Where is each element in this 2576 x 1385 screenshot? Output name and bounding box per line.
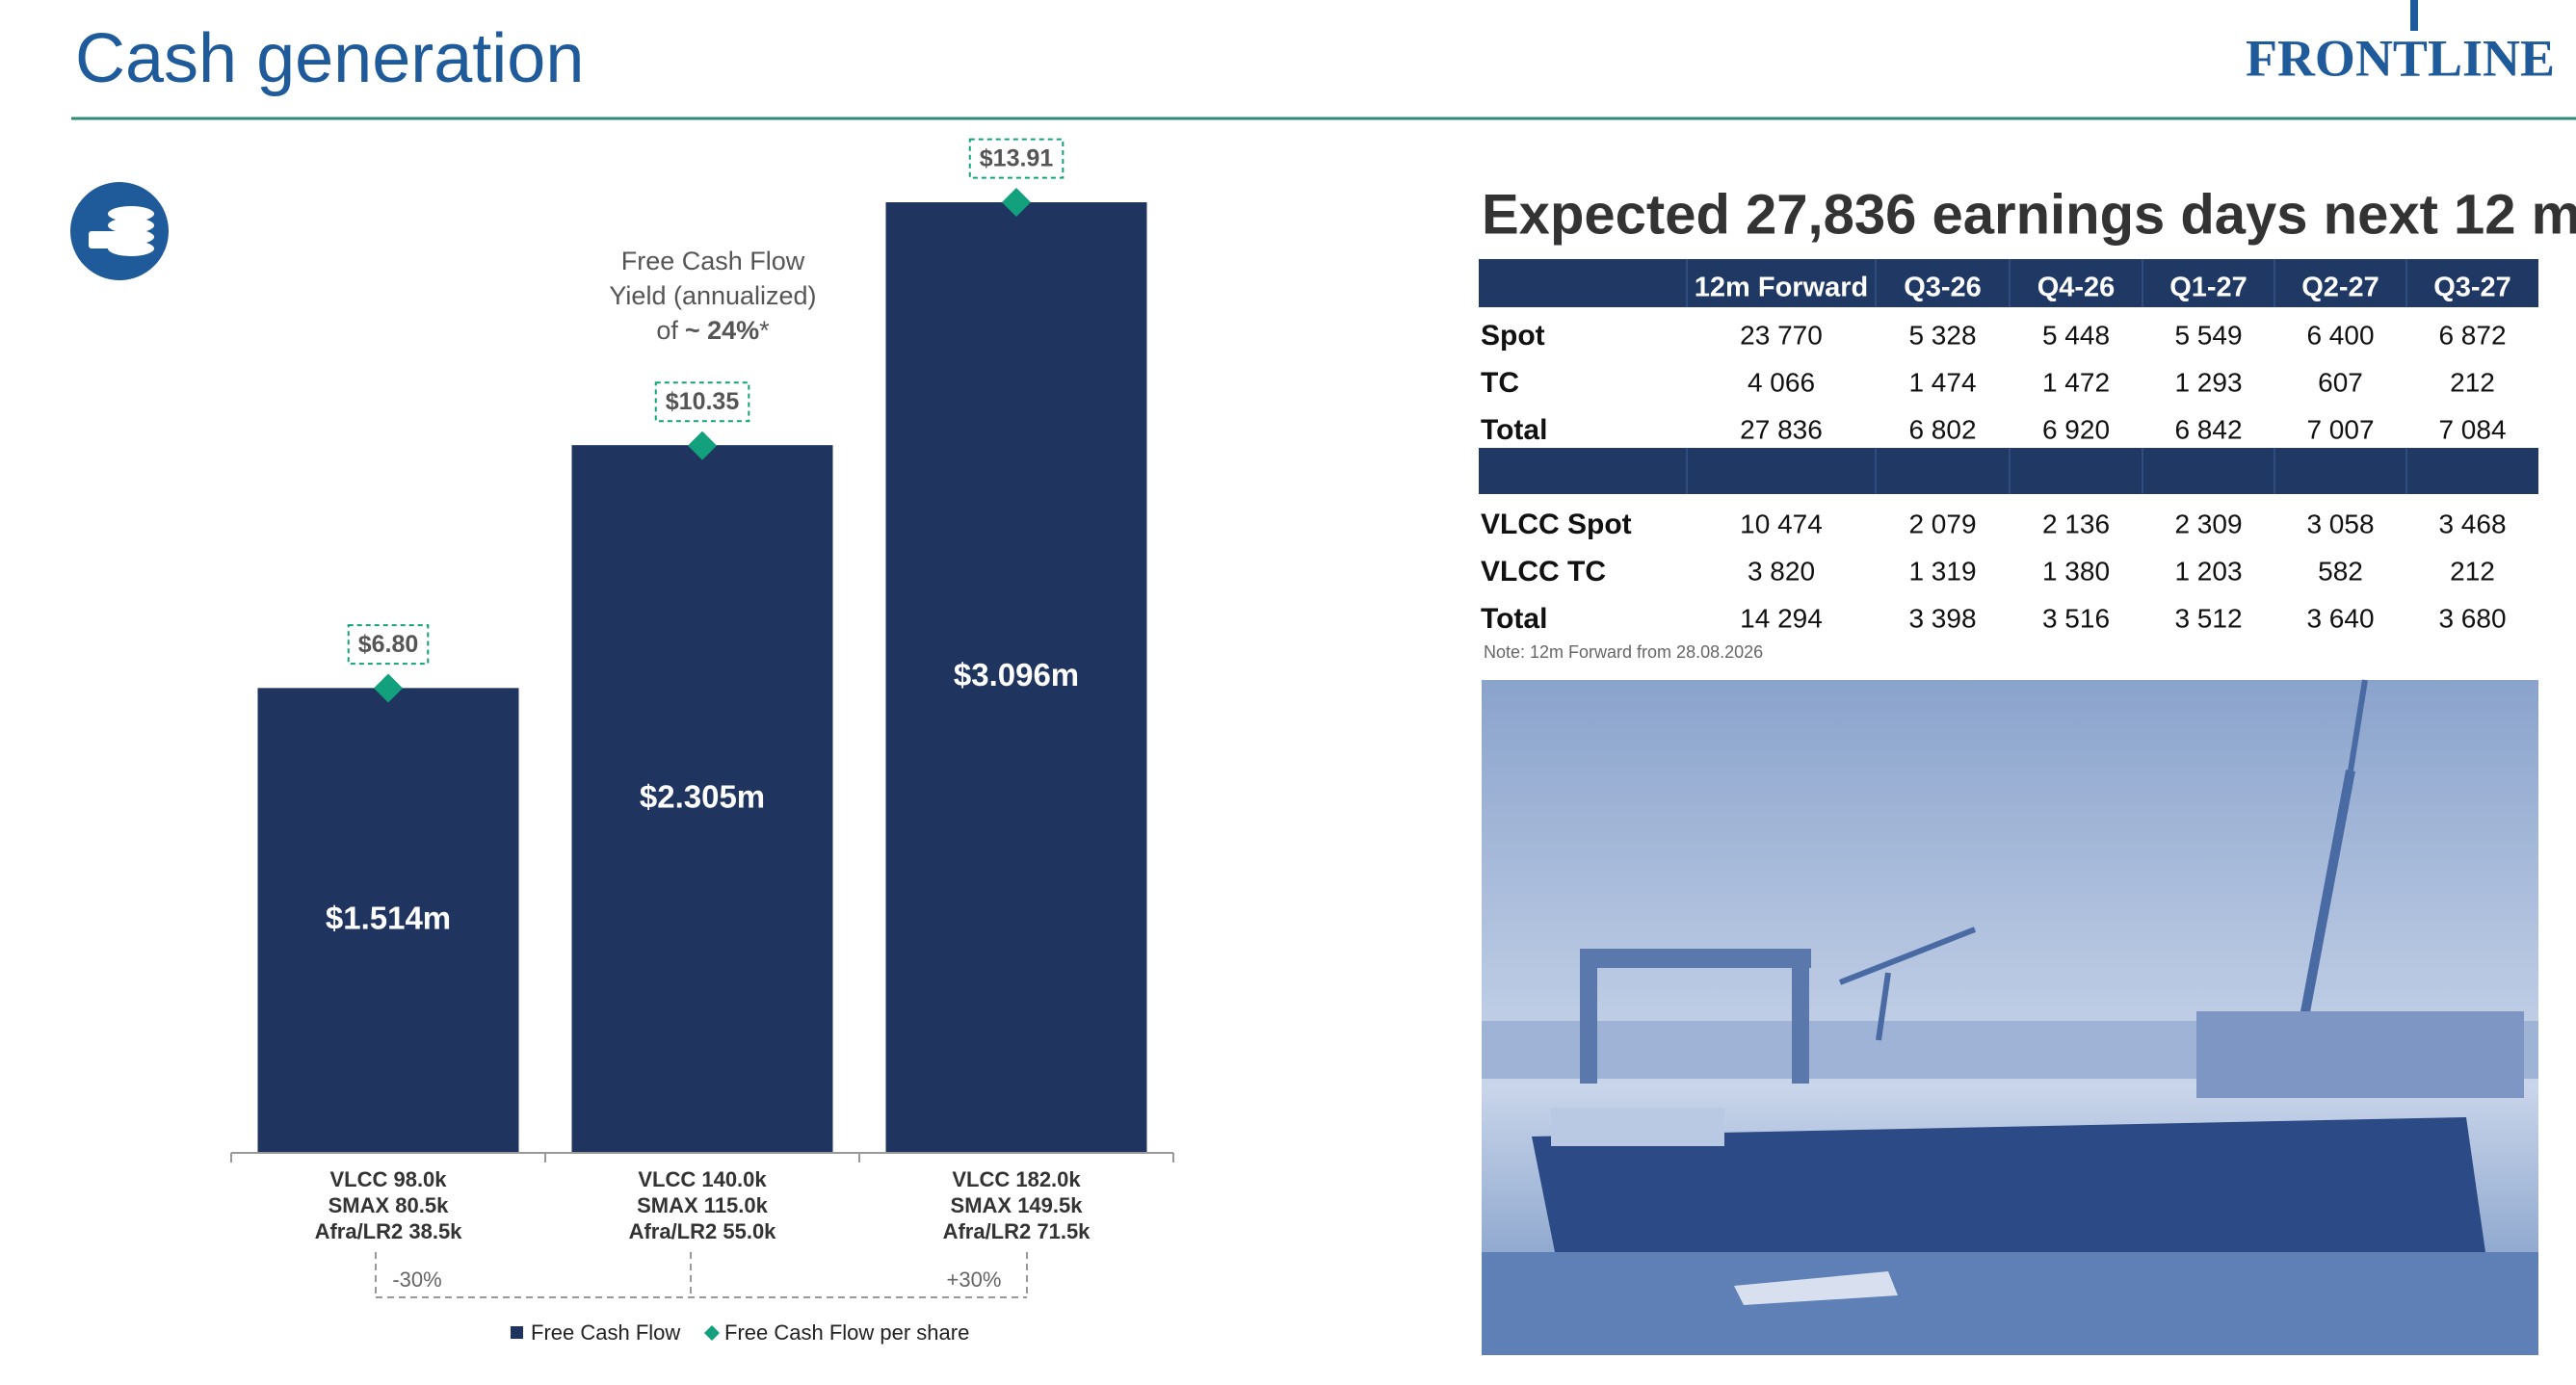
table-cell: 5 328 [1908,320,1976,350]
table-cell: 3 058 [2306,509,2374,538]
table-cell: 3 516 [2042,603,2110,633]
table-cell: 7 007 [2306,414,2374,444]
table-cell: 4 066 [1748,367,1815,397]
table-cell: 3 680 [2438,603,2506,633]
table-cell: 1 293 [2174,367,2242,397]
table-cell: 2 079 [1908,509,1976,538]
change-label: -30% [392,1267,441,1292]
table-cell: 3 640 [2306,603,2374,633]
table-cell: 7 084 [2438,414,2506,444]
table-note: Note: 12m Forward from 28.08.2026 [1484,642,1763,662]
bar-value-label: $3.096m [954,657,1079,692]
bar [257,688,519,1153]
table-cell: 6 842 [2174,414,2242,444]
table-cell: 6 802 [1908,414,1976,444]
table-column-header: Q2-27 [2301,273,2379,303]
yield-note-part: * [759,316,770,345]
table-cell: 3 468 [2438,509,2506,538]
table-cell: 1 472 [2042,367,2110,397]
legend-label: Free Cash Flow [531,1320,680,1345]
yield-note-part: of [656,316,678,345]
table-cell: 212 [2450,367,2495,397]
per-share-label-box [654,381,750,423]
yield-note-part: ~ 24% [685,316,759,345]
table-row-label: Total [1481,603,1547,635]
table-column-header: Q4-26 [2037,273,2116,303]
table-row-label: Spot [1481,320,1545,352]
logo-mark [2410,0,2418,31]
table-column-header: 12m Forward [1695,273,1869,303]
legend-swatch [704,1325,720,1341]
table-cell: 5 448 [2042,320,2110,350]
bar [571,445,833,1154]
table-cell: 6 920 [2042,414,2110,444]
table-row-label: VLCC Spot [1481,509,1632,540]
x-tick-label: VLCC 98.0k [329,1167,447,1191]
legend-swatch [511,1326,523,1339]
per-share-label: $10.35 [666,388,740,415]
table-cell: 3 512 [2174,603,2242,633]
per-share-label-box [968,138,1065,179]
table-cell: 3 398 [1908,603,1976,633]
per-share-label: $6.80 [358,631,419,658]
table-cell: 6 872 [2438,320,2506,350]
per-share-marker [1002,188,1031,217]
yield-note: of ~ 24%* [656,316,770,345]
coins-icon [70,182,169,280]
legend-label: Free Cash Flow per share [724,1320,969,1345]
table-column-header: Q1-27 [2169,273,2247,303]
table-cell: 10 474 [1740,509,1823,538]
table-title: Expected 27,836 earnings days next 12 mo… [1482,183,2576,246]
x-tick-label: VLCC 182.0k [952,1167,1081,1191]
table-cell: 6 400 [2306,320,2374,350]
per-share-marker [374,673,403,703]
x-tick-label: SMAX 115.0k [637,1193,769,1217]
table-cell: 14 294 [1740,603,1823,633]
table-cell: 2 309 [2174,509,2242,538]
ship-photo [1482,679,2538,1355]
table-cell: 2 136 [2042,509,2110,538]
x-tick-label: Afra/LR2 38.5k [315,1219,463,1243]
x-tick-label: SMAX 80.5k [329,1193,449,1217]
table-row-label: TC [1481,367,1519,399]
x-tick-label: Afra/LR2 55.0k [629,1219,777,1243]
per-share-label-box [347,624,430,666]
table-cell: 3 820 [1748,556,1815,586]
table-cell: 1 474 [1908,367,1976,397]
table-cell: 1 203 [2174,556,2242,586]
table-cell: 1 380 [2042,556,2110,586]
table-cell: 23 770 [1740,320,1823,350]
slide-title: Cash generation [75,20,584,97]
x-tick-label: Afra/LR2 71.5k [943,1219,1091,1243]
table-cell: 5 549 [2174,320,2242,350]
x-tick-label: VLCC 140.0k [638,1167,767,1191]
change-label: +30% [947,1267,1002,1292]
table-column-header: Q3-27 [2433,273,2511,303]
table-row-label: Total [1481,414,1547,446]
yield-note: Free Cash Flow [621,247,805,275]
logo: FRONTLINE [2246,29,2555,87]
per-share-label: $13.91 [980,145,1054,172]
bar-value-label: $1.514m [326,900,451,935]
table-cell: 27 836 [1740,414,1823,444]
table-cell: 212 [2450,556,2495,586]
x-tick-label: SMAX 149.5k [951,1193,1084,1217]
bar [885,202,1147,1153]
table-cell: 582 [2318,556,2363,586]
per-share-marker [688,431,717,460]
table-column-header: Q3-26 [1904,273,1982,303]
table-cell: 1 319 [1908,556,1976,586]
yield-note: Yield (annualized) [609,281,816,310]
bar-value-label: $2.305m [640,778,765,814]
table-row-label: VLCC TC [1481,556,1606,588]
table-cell: 607 [2318,367,2363,397]
